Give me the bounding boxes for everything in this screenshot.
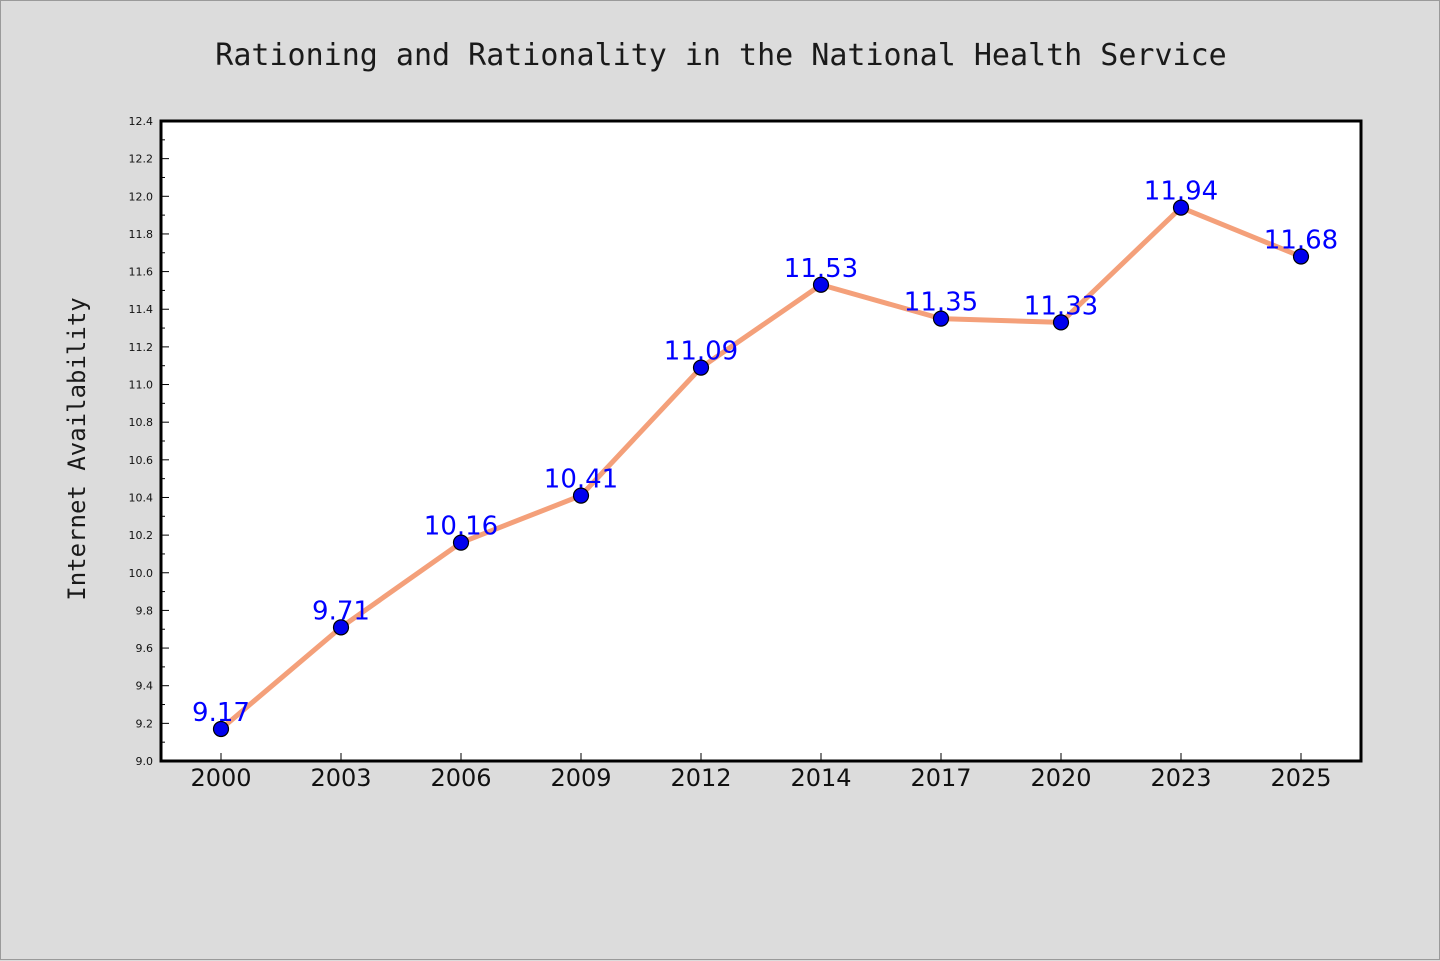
x-tick-label: 2023	[1150, 764, 1211, 792]
x-tick-label: 2020	[1030, 764, 1091, 792]
data-point	[1052, 314, 1070, 331]
data-label: 10.41	[544, 465, 618, 495]
data-label: 11.33	[1024, 291, 1098, 321]
y-tick-label: 9.4	[136, 680, 154, 693]
y-tick-label: 12.4	[129, 115, 154, 128]
data-point	[572, 487, 590, 504]
data-point	[932, 310, 950, 327]
data-point	[692, 359, 710, 376]
y-axis-label: Internet Availability	[63, 297, 91, 600]
y-tick-label: 10.4	[129, 491, 154, 504]
data-label: 10.16	[424, 512, 498, 542]
plot-area	[161, 121, 1361, 761]
y-tick-label: 10.8	[129, 416, 154, 429]
x-tick-label: 2006	[430, 764, 491, 792]
data-labels: 9.17 9.71 10.16 10.41 11.09 11.53 11.35 11.33 11…	[192, 177, 1338, 728]
x-tick-label: 2014	[790, 764, 851, 792]
y-tick-label: 11.6	[129, 266, 154, 279]
data-label: 11.53	[784, 254, 858, 284]
data-label: 11.35	[904, 288, 978, 318]
y-tick-label: 10.2	[129, 529, 154, 542]
data-label: 11.68	[1264, 226, 1338, 256]
data-point	[812, 276, 830, 293]
data-point	[1292, 248, 1310, 265]
y-tick-label: 9.0	[136, 755, 154, 768]
data-point	[332, 619, 350, 636]
x-tick-label: 2012	[670, 764, 731, 792]
y-tick-label: 9.8	[136, 604, 154, 617]
x-tick-label: 2000	[190, 764, 251, 792]
y-tick-label: 10.6	[129, 454, 154, 467]
data-label: 11.09	[664, 337, 738, 367]
y-tick-label: 12.0	[129, 190, 154, 203]
y-tick-label: 11.8	[129, 228, 154, 241]
y-tick-label: 11.2	[129, 341, 154, 354]
data-point	[452, 534, 470, 551]
y-tick-label: 9.2	[136, 717, 154, 730]
y-tick-label: 11.0	[129, 379, 154, 392]
y-tick-label: 12.2	[129, 153, 154, 166]
x-tick-label: 2009	[550, 764, 611, 792]
x-axis: 2000 2003 2006 2009 2012 2014 2017 2020 2023 2025	[190, 753, 1332, 792]
series-line	[218, 205, 1304, 732]
data-point	[1172, 199, 1190, 216]
y-tick-label: 9.6	[136, 642, 154, 655]
x-tick-label: 2017	[910, 764, 971, 792]
data-label: 11.94	[1144, 177, 1218, 207]
data-markers	[212, 199, 1310, 738]
y-axis: 9.0 9.2 9.4 9.6 9.8 10.0 10.2 10.4 10.6 10.8 11.0 1…	[129, 115, 169, 768]
chart-title: Rationing and Rationality in the Nationa…	[215, 38, 1226, 73]
data-point	[212, 720, 230, 738]
plot-border	[159, 119, 1363, 763]
data-label: 9.17	[192, 698, 250, 728]
y-tick-label: 11.4	[129, 303, 154, 316]
series-line-group	[218, 205, 1304, 732]
y-tick-label: 10.0	[129, 567, 154, 580]
data-label: 9.71	[312, 596, 370, 626]
x-tick-label: 2003	[310, 764, 371, 792]
x-tick-label: 2025	[1270, 764, 1331, 792]
